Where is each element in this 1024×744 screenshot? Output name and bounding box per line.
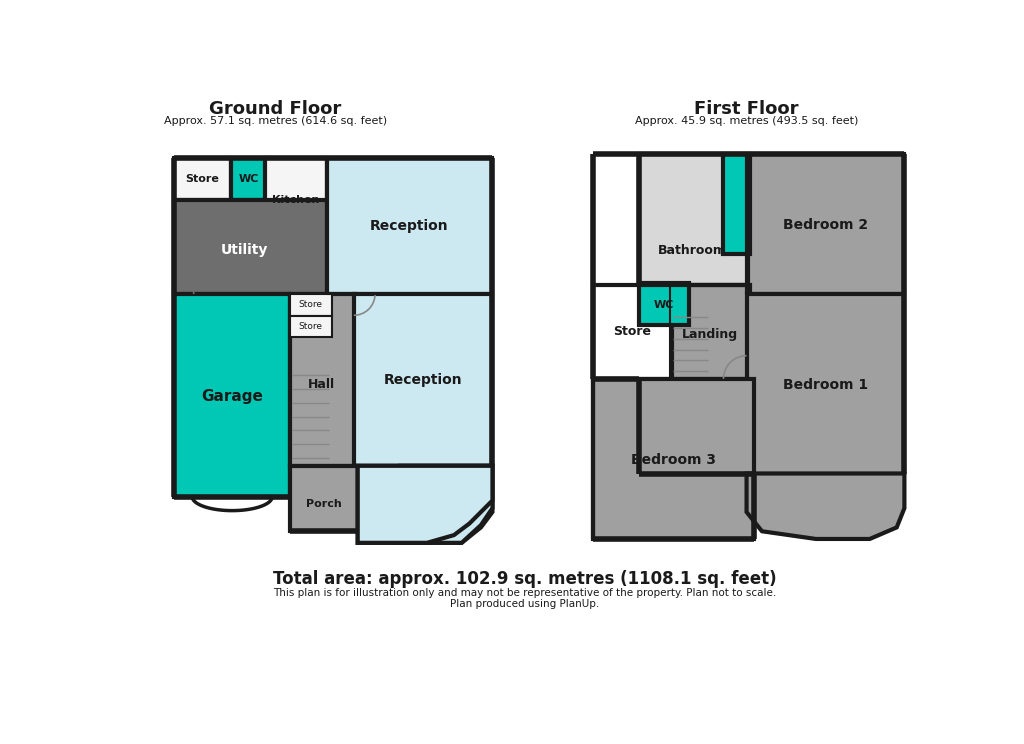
Bar <box>290 315 333 337</box>
Polygon shape <box>357 466 493 543</box>
Bar <box>174 294 290 496</box>
Text: Total area: approx. 102.9 sq. metres (1108.1 sq. feet): Total area: approx. 102.9 sq. metres (11… <box>273 570 776 588</box>
Bar <box>290 294 333 315</box>
Text: Approx. 45.9 sq. metres (493.5 sq. feet): Approx. 45.9 sq. metres (493.5 sq. feet) <box>635 116 858 126</box>
Text: This plan is for illustration only and may not be representative of the property: This plan is for illustration only and m… <box>273 588 776 598</box>
Bar <box>230 158 267 200</box>
Text: Bathroom: Bathroom <box>658 244 727 257</box>
Bar <box>639 154 749 285</box>
Text: Approx. 57.1 sq. metres (614.6 sq. feet): Approx. 57.1 sq. metres (614.6 sq. feet) <box>164 116 387 126</box>
Text: Bedroom 1: Bedroom 1 <box>782 378 867 392</box>
Text: WC: WC <box>653 300 674 310</box>
Bar <box>265 158 327 235</box>
Bar <box>593 379 755 539</box>
Text: Hall: Hall <box>308 379 335 391</box>
Text: Bedroom 3: Bedroom 3 <box>631 452 716 466</box>
Bar <box>290 294 355 466</box>
Text: Garage: Garage <box>202 389 263 404</box>
Bar <box>290 466 357 531</box>
Text: Store: Store <box>612 325 651 339</box>
Bar <box>746 294 904 473</box>
Text: Reception: Reception <box>370 219 449 234</box>
Text: WC: WC <box>239 174 259 185</box>
Text: Kitchen: Kitchen <box>272 195 319 205</box>
Bar <box>174 200 327 294</box>
Text: Porch: Porch <box>306 499 342 510</box>
Bar <box>639 283 689 325</box>
Bar <box>354 294 493 466</box>
Polygon shape <box>357 466 493 543</box>
Text: Store: Store <box>185 174 219 185</box>
Bar <box>174 158 230 200</box>
Text: Utility: Utility <box>221 243 268 257</box>
Text: First Floor: First Floor <box>694 100 799 118</box>
Bar <box>724 154 751 254</box>
Polygon shape <box>400 466 493 543</box>
Text: Plan produced using PlanUp.: Plan produced using PlanUp. <box>451 599 599 609</box>
Bar <box>670 285 751 379</box>
Text: Reception: Reception <box>384 373 463 388</box>
Text: Landing: Landing <box>682 327 737 341</box>
Bar <box>593 285 672 379</box>
Text: Store: Store <box>299 301 323 310</box>
Polygon shape <box>174 496 290 510</box>
Text: Store: Store <box>299 322 323 331</box>
Text: Ground Floor: Ground Floor <box>209 100 341 118</box>
Bar <box>327 158 493 294</box>
Polygon shape <box>746 473 904 539</box>
Text: Bedroom 2: Bedroom 2 <box>782 218 867 232</box>
Bar <box>746 154 904 294</box>
